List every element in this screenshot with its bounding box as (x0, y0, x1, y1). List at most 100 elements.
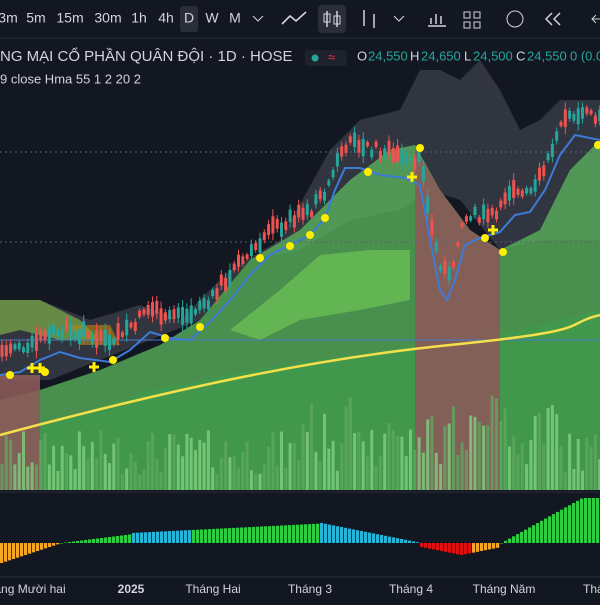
candle-body (323, 192, 326, 201)
candle-icon-active[interactable] (318, 5, 346, 33)
l-label: L (464, 48, 471, 63)
candle-body (78, 329, 81, 344)
candle-body (61, 329, 64, 339)
candle-body (499, 201, 502, 208)
candle-body (340, 146, 343, 156)
volume-bar (491, 395, 494, 490)
x-axis-label: áng Mười hai (0, 582, 66, 596)
interval-button[interactable]: D (184, 10, 194, 26)
interval-button[interactable]: 1h (131, 10, 147, 26)
osc-bar (164, 531, 167, 543)
interval-button[interactable]: 4h (158, 10, 174, 26)
volume-bar (267, 447, 270, 490)
volume-bar (160, 472, 163, 490)
osc-bar (392, 537, 395, 543)
osc-bar (16, 543, 19, 558)
volume-bar (443, 426, 446, 490)
candle-body (271, 216, 274, 233)
candle-body (555, 131, 558, 141)
volume-bar (482, 426, 485, 490)
volume-bar (542, 444, 545, 490)
candle-body (237, 255, 240, 267)
osc-bar (24, 543, 27, 555)
osc-bar (68, 542, 71, 543)
interval-button[interactable]: 3m (0, 10, 18, 26)
osc-bar (412, 541, 415, 543)
osc-bar (332, 525, 335, 543)
volume-bar (297, 460, 300, 490)
osc-bar (500, 543, 503, 544)
volume-bar (392, 430, 395, 490)
volume-bar (332, 441, 335, 490)
volume-bar (525, 464, 528, 490)
osc-bar (248, 527, 251, 543)
candle-body (491, 208, 494, 215)
osc-bar (20, 543, 23, 556)
volume-bar (512, 436, 515, 490)
volume-bar (121, 474, 124, 490)
osc-bar (112, 537, 115, 544)
osc-bar (360, 531, 363, 543)
candle-body (538, 168, 541, 181)
volume-bar (452, 407, 455, 490)
volume-bar (220, 457, 223, 490)
candle-body (91, 334, 94, 344)
volume-bar (78, 431, 81, 490)
candle-body (534, 179, 537, 191)
osc-bar (184, 530, 187, 543)
candle-body (456, 242, 459, 246)
candle-body (461, 223, 464, 227)
l-value: 24,500 (473, 48, 513, 63)
volume-bar (551, 405, 554, 490)
osc-bar (220, 529, 223, 544)
osc-bar (256, 527, 259, 543)
signal-dot (161, 334, 169, 342)
volume-bar (289, 443, 292, 490)
candle-body (448, 267, 451, 281)
volume-bar (409, 430, 412, 490)
volume-bar (173, 435, 176, 490)
interval-button[interactable]: 30m (94, 10, 121, 26)
volume-bar (418, 437, 421, 490)
osc-bar (140, 533, 143, 544)
volume-bar (185, 434, 188, 490)
interval-button[interactable]: 15m (56, 10, 83, 26)
signal-dot (364, 168, 372, 176)
interval-button[interactable]: M (229, 10, 241, 26)
candle-body (486, 209, 489, 222)
volume-bar (319, 462, 322, 490)
osc-bar (592, 498, 595, 543)
osc-bar (188, 530, 191, 543)
signal-dot (196, 323, 204, 331)
osc-bar (428, 543, 431, 549)
osc-bar (376, 534, 379, 543)
interval-button[interactable]: W (205, 10, 219, 26)
osc-bar (296, 525, 299, 543)
candle-body (263, 232, 266, 240)
osc-bar (384, 536, 387, 543)
status-badge (305, 50, 347, 66)
volume-bar (353, 433, 356, 490)
candle-body (168, 310, 171, 319)
volume-bar (564, 472, 567, 490)
candle-body (435, 242, 438, 251)
candle-body (400, 149, 403, 164)
osc-bar (404, 540, 407, 543)
volume-bar (396, 436, 399, 490)
volume-bar (370, 430, 373, 490)
osc-bar (480, 543, 483, 551)
volume-bar (177, 444, 180, 490)
signal-dot (286, 242, 294, 250)
osc-bar (316, 524, 319, 543)
osc-bar (564, 507, 567, 543)
volume-bar (246, 442, 249, 490)
volume-bar (91, 442, 94, 490)
osc-bar (452, 543, 455, 553)
osc-bar (192, 530, 195, 543)
interval-button[interactable]: 5m (26, 10, 45, 26)
osc-bar (572, 503, 575, 543)
change: 0 (0.00 (570, 48, 600, 63)
osc-bar (212, 529, 215, 543)
osc-bar (104, 538, 107, 544)
candle-body (82, 321, 85, 337)
